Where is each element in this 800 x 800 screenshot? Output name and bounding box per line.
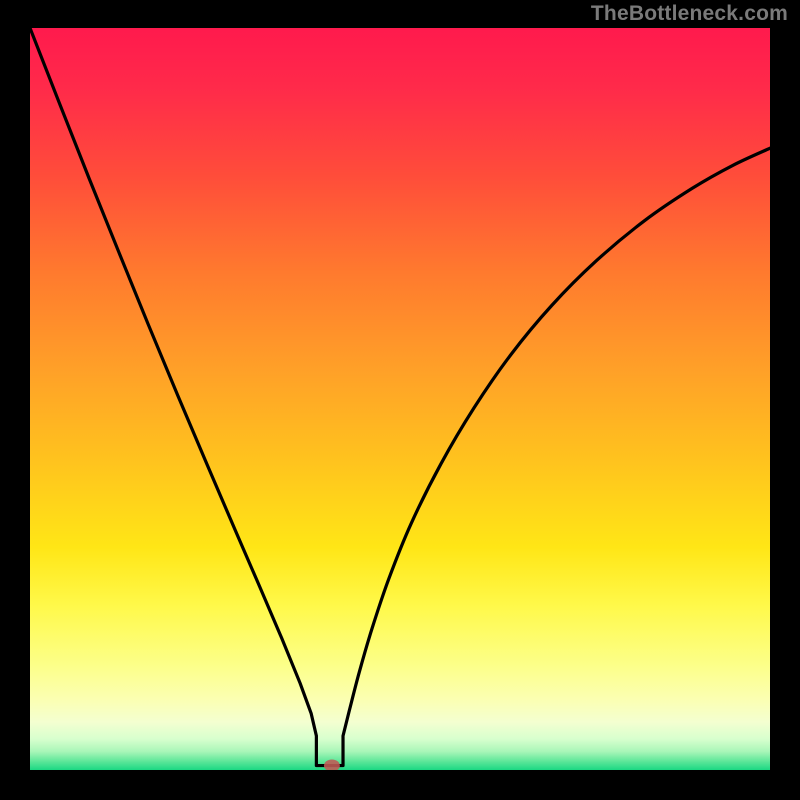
plot-area: [30, 28, 770, 770]
chart-container: TheBottleneck.com: [0, 0, 800, 800]
bottleneck-chart: [30, 28, 770, 770]
gradient-background: [30, 28, 770, 770]
watermark-text: TheBottleneck.com: [591, 2, 788, 26]
